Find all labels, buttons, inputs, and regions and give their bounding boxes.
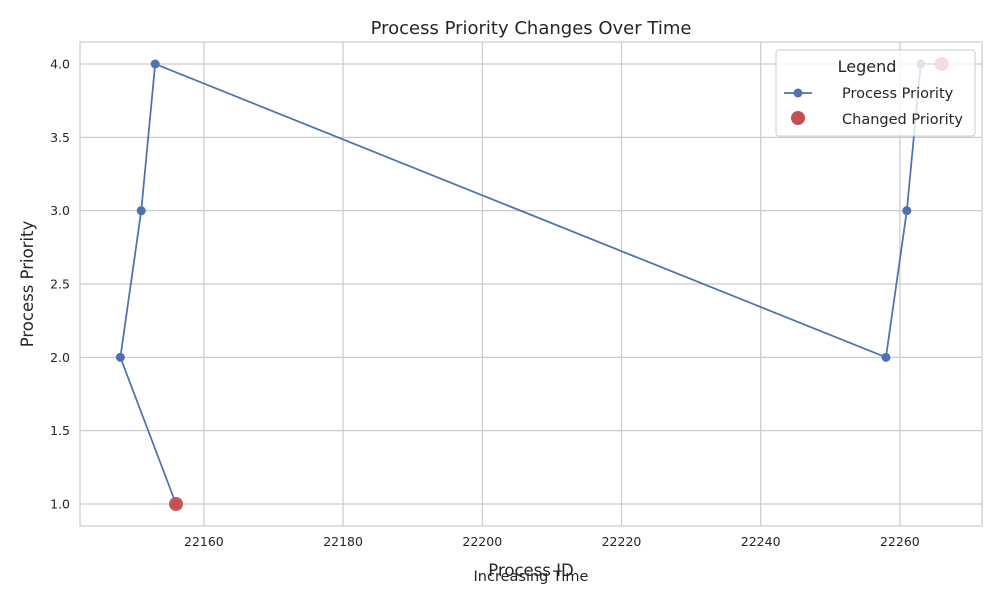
legend: Legend Process Priority Changed Priority (775, 49, 976, 137)
y-tick-labels: 1.0 1.5 2.0 2.5 3.0 3.5 4.0 (50, 57, 70, 512)
y-tick-label: 4.0 (50, 57, 70, 72)
legend-title: Legend (838, 57, 897, 76)
x-tick-label: 22240 (741, 534, 781, 549)
changed-priority-point (169, 497, 184, 511)
y-tick-label: 1.5 (50, 423, 70, 438)
legend-line-marker (793, 88, 803, 98)
footnote: Increasing Time (474, 569, 589, 585)
legend-entry-process-priority: Process Priority (842, 86, 954, 102)
y-tick-label: 2.0 (50, 350, 70, 365)
plot-frame (79, 41, 983, 527)
legend-entry-changed-priority: Changed Priority (842, 112, 963, 128)
y-tick-label: 1.0 (50, 497, 70, 512)
grid (80, 42, 982, 526)
process-priority-point (150, 59, 160, 69)
y-axis-label: Process Priority (18, 220, 37, 347)
legend-changed-marker (791, 111, 805, 125)
x-tick-label: 22220 (602, 534, 642, 549)
process-priority-point (881, 352, 891, 362)
process-priority-point (136, 206, 146, 216)
y-tick-label: 3.0 (50, 203, 70, 218)
x-tick-label: 22180 (323, 534, 363, 549)
x-tick-label: 22200 (462, 534, 502, 549)
x-tick-label: 22260 (880, 534, 920, 549)
x-tick-labels: 22160 22180 22200 22220 22240 22260 (184, 534, 920, 549)
process-priority-point (902, 206, 912, 216)
x-axis-label: Process ID (488, 561, 573, 580)
x-tick-label: 22160 (184, 534, 224, 549)
y-tick-label: 3.5 (50, 130, 70, 145)
process-priority-point (115, 352, 125, 362)
chart-title: Process Priority Changes Over Time (371, 18, 692, 39)
y-tick-label: 2.5 (50, 277, 70, 292)
legend-box (775, 49, 976, 137)
